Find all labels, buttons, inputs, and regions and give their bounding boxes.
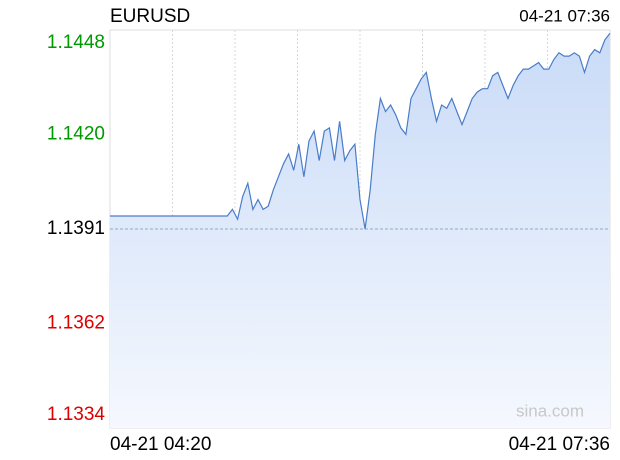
watermark: sina.com (516, 401, 584, 420)
chart-title: EURUSD (110, 6, 190, 27)
plot (110, 32, 611, 429)
y-tick-label: 1.1391 (47, 218, 105, 239)
y-tick-label: 1.1448 (47, 32, 105, 53)
y-tick-label: 1.1362 (47, 313, 105, 334)
price-line (110, 32, 611, 230)
area-fill (110, 33, 610, 429)
y-tick-label: 1.1334 (47, 404, 106, 425)
x-tick-label: 04-21 04:20 (110, 434, 211, 455)
y-tick-label: 1.1420 (47, 123, 105, 144)
x-tick-label: 04-21 07:36 (509, 434, 610, 455)
timestamp: 04-21 07:36 (519, 6, 610, 25)
